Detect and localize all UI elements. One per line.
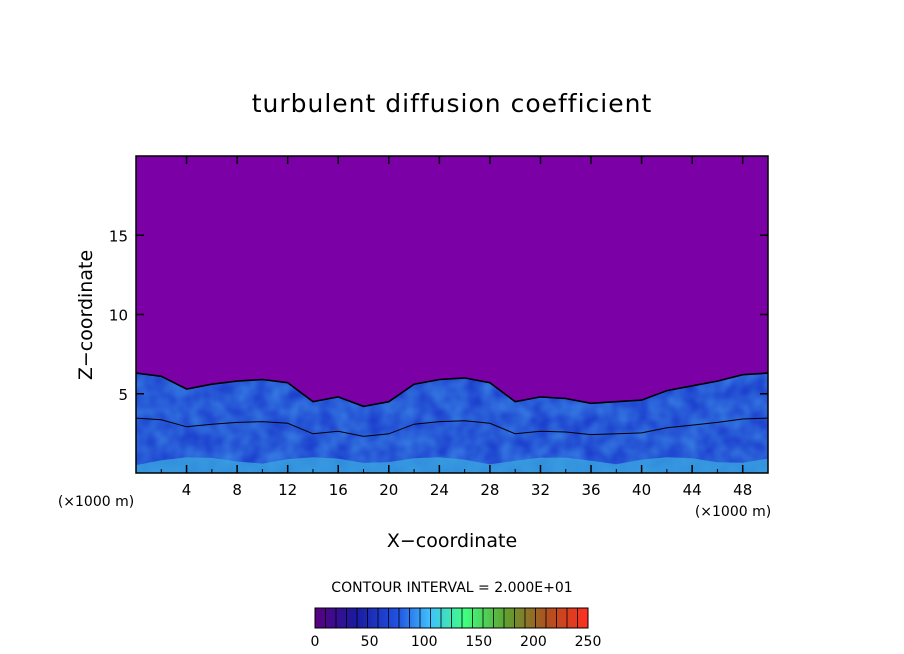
y-axis: 5 10 15 <box>109 227 768 404</box>
contour-interval-note: CONTOUR INTERVAL = 2.000E+01 <box>331 580 572 596</box>
inner-contour <box>136 417 768 437</box>
x-tick-label: 4 <box>182 481 192 499</box>
surface-layer <box>136 457 768 473</box>
x-unit-left: (×1000 m) <box>58 494 134 510</box>
x-tick-label: 24 <box>430 481 449 499</box>
x-tick-label: 28 <box>480 481 499 499</box>
x-tick-label: 48 <box>733 481 752 499</box>
colorbar-tick-label: 50 <box>361 634 379 650</box>
x-tick-label: 36 <box>581 481 600 499</box>
colorbar-tick-label: 150 <box>465 634 492 650</box>
colorbar-tick-label: 0 <box>311 634 320 650</box>
x-tick-label: 8 <box>232 481 242 499</box>
y-axis-label: Z−coordinate <box>75 250 97 380</box>
colorbar-tick-label: 250 <box>575 634 602 650</box>
x-tick-label: 20 <box>379 481 398 499</box>
x-tick-label: 12 <box>278 481 297 499</box>
x-axis-label: X−coordinate <box>387 530 517 552</box>
x-tick-label: 32 <box>531 481 550 499</box>
y-tick-label: 10 <box>109 307 128 325</box>
chart-title: turbulent diffusion coefficient <box>252 89 653 118</box>
x-tick-label: 44 <box>683 481 702 499</box>
boundary-layer-texture <box>136 373 768 473</box>
x-tick-label: 40 <box>632 481 651 499</box>
x-axis: 4 8 12 16 20 24 28 32 36 40 44 48 <box>160 156 752 499</box>
colorbar-labels: 0 50 100 150 200 250 <box>311 634 602 650</box>
x-tick-label: 16 <box>329 481 348 499</box>
plot-area <box>136 156 768 473</box>
colorbar: 0 50 100 150 200 250 <box>311 607 602 650</box>
colorbar-tick-label: 200 <box>520 634 547 650</box>
colorbar-tick-label: 100 <box>411 634 438 650</box>
x-unit-right: (×1000 m) <box>695 504 771 520</box>
y-tick-label: 5 <box>118 386 128 404</box>
boundary-layer-contour <box>136 372 768 408</box>
colorbar-hatching <box>325 608 578 628</box>
y-tick-label: 15 <box>109 227 128 245</box>
